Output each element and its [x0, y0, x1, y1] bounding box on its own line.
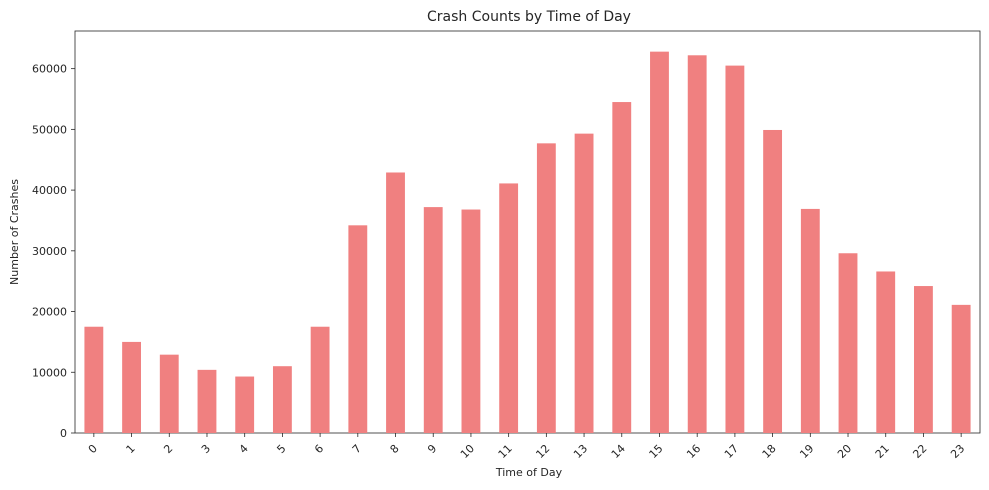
bar-8 — [386, 172, 405, 434]
y-tick-label: 0 — [60, 427, 67, 440]
bar-2 — [159, 354, 179, 433]
x-tick-label-23: 23 — [948, 442, 967, 461]
x-tick-label-10: 10 — [458, 442, 477, 461]
bar-17 — [725, 65, 745, 434]
x-tick-label-3: 3 — [199, 442, 213, 456]
y-tick-label: 40000 — [32, 184, 67, 197]
bar-18 — [763, 129, 783, 434]
y-tick-label: 60000 — [32, 63, 67, 76]
plot-frame — [74, 30, 981, 434]
x-tick-label-12: 12 — [533, 442, 552, 461]
x-tick-label-5: 5 — [274, 442, 288, 456]
y-axis-label: Number of Crashes — [8, 179, 21, 285]
bar-21 — [876, 271, 896, 433]
x-tick-label-7: 7 — [350, 442, 364, 456]
x-tick-label-16: 16 — [684, 442, 703, 461]
bars-group — [84, 51, 971, 434]
x-tick-label-6: 6 — [312, 442, 326, 456]
x-ticks-group: 0 1 2 3 4 5 6 7 8 9 10 11 12 13 14 15 16 17 18 19 20 21 22 23 — [86, 433, 967, 461]
bar-14 — [612, 102, 632, 434]
bar-7 — [348, 225, 368, 433]
bar-3 — [197, 369, 217, 433]
x-tick-label-15: 15 — [647, 442, 666, 461]
x-tick-label-19: 19 — [797, 442, 816, 461]
y-tick-label: 20000 — [32, 306, 67, 319]
bar-15 — [650, 51, 669, 434]
bar-4 — [235, 376, 255, 433]
bar-9 — [423, 207, 443, 433]
x-tick-label-21: 21 — [873, 442, 892, 461]
bar-11 — [499, 183, 519, 433]
x-tick-label-20: 20 — [835, 442, 854, 461]
x-tick-label-13: 13 — [571, 442, 590, 461]
bar-19 — [800, 208, 820, 433]
x-tick-label-0: 0 — [86, 442, 100, 456]
bar-5 — [272, 366, 292, 433]
bar-16 — [687, 55, 707, 433]
x-tick-label-17: 17 — [722, 442, 741, 461]
x-axis-label: Time of Day — [495, 466, 563, 479]
y-ticks-group: 0 10000 20000 30000 40000 50000 60000 — [32, 63, 75, 440]
bar-23 — [951, 304, 971, 433]
x-tick-label-2: 2 — [161, 442, 175, 456]
bar-20 — [838, 253, 858, 433]
y-tick-label: 30000 — [32, 245, 67, 258]
bar-10 — [461, 209, 481, 433]
x-tick-label-14: 14 — [609, 442, 628, 461]
bar-12 — [536, 143, 556, 433]
x-tick-label-8: 8 — [387, 442, 401, 456]
bar-22 — [914, 286, 933, 433]
x-tick-label-22: 22 — [910, 442, 929, 461]
x-tick-label-9: 9 — [425, 442, 439, 456]
bar-1 — [122, 341, 141, 433]
x-tick-label-1: 1 — [124, 442, 138, 456]
bar-6 — [310, 326, 330, 433]
x-tick-label-11: 11 — [496, 442, 515, 461]
x-tick-label-4: 4 — [237, 442, 251, 456]
bar-0 — [84, 326, 104, 433]
y-tick-label: 50000 — [32, 123, 67, 136]
chart-title: Crash Counts by Time of Day — [427, 9, 631, 25]
bar-13 — [574, 133, 594, 433]
y-tick-label: 10000 — [32, 366, 67, 379]
x-tick-label-18: 18 — [760, 442, 779, 461]
